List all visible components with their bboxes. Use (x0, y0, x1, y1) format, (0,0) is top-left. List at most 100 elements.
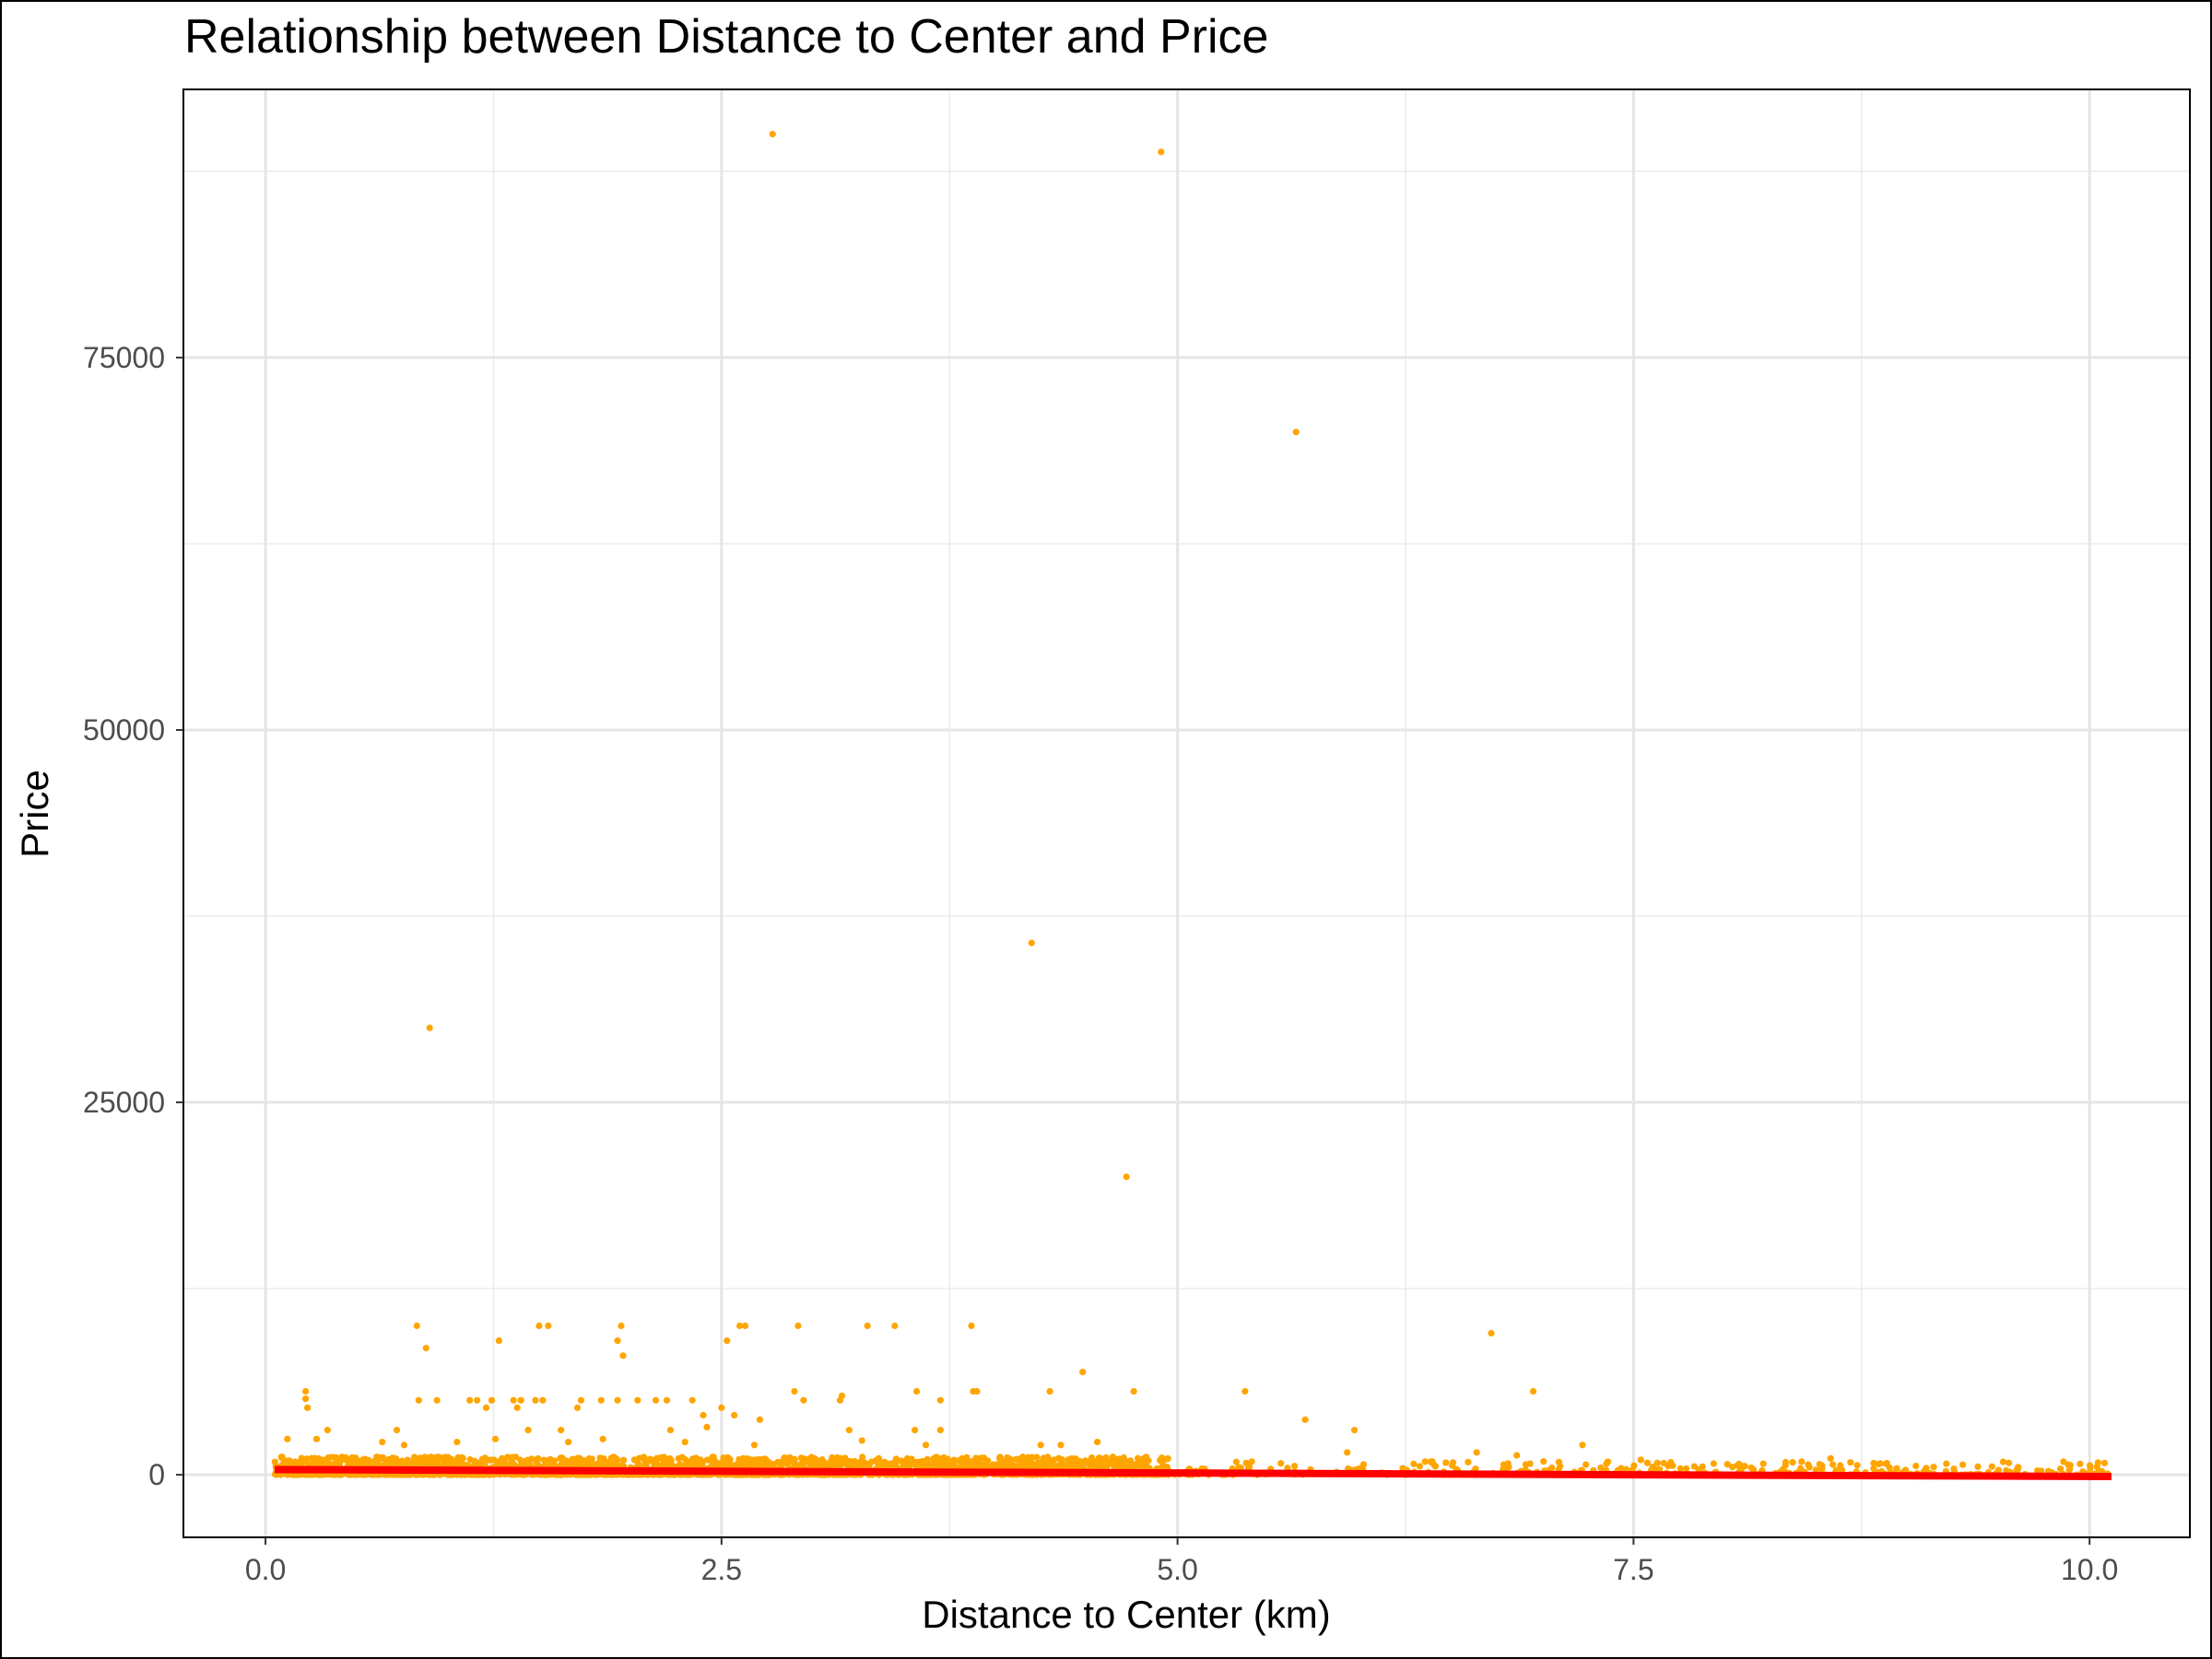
data-point (324, 1427, 331, 1434)
data-point (1690, 1463, 1698, 1470)
data-point (495, 1337, 502, 1345)
data-point (2060, 1458, 2067, 1465)
data-point (841, 1454, 849, 1462)
data-point (1088, 1453, 1096, 1462)
data-point (1449, 1462, 1456, 1469)
data-point (1893, 1465, 1900, 1472)
data-point (654, 1462, 662, 1469)
data-point (488, 1396, 496, 1404)
data-point (681, 1438, 688, 1446)
data-point (393, 1427, 401, 1434)
data-point (720, 1454, 727, 1462)
data-point (415, 1396, 422, 1404)
data-point (535, 1454, 542, 1463)
data-point (1653, 1459, 1661, 1466)
data-point (303, 1455, 311, 1463)
data-point (996, 1453, 1004, 1461)
data-point (741, 1322, 749, 1330)
data-point (318, 1456, 325, 1464)
data-point (724, 1337, 731, 1345)
data-point (379, 1453, 387, 1462)
data-point (1618, 1465, 1625, 1472)
data-point (532, 1396, 539, 1404)
data-point (1057, 1441, 1065, 1449)
plot-panel-border (182, 88, 2191, 1538)
data-point (1013, 1455, 1020, 1463)
data-point (700, 1411, 707, 1419)
data-point (1159, 1455, 1166, 1463)
data-point (837, 1454, 844, 1462)
data-point (956, 1457, 963, 1465)
data-point (311, 1459, 318, 1466)
data-point (653, 1454, 661, 1462)
data-point (1847, 1459, 1854, 1466)
data-point (1242, 1459, 1250, 1466)
major-gridlines (183, 89, 2190, 1537)
data-point (726, 1455, 734, 1464)
data-point (379, 1438, 386, 1446)
data-point (858, 1437, 865, 1444)
data-point (2093, 1463, 2100, 1470)
data-point (1505, 1464, 1512, 1471)
data-point (1043, 1463, 1051, 1470)
data-point (1637, 1456, 1644, 1464)
data-point (968, 1322, 975, 1330)
data-point (1473, 1449, 1480, 1456)
data-point (639, 1454, 646, 1462)
data-point (1930, 1464, 1937, 1471)
data-point (1488, 1329, 1495, 1337)
data-point (666, 1454, 674, 1463)
data-point (1431, 1463, 1440, 1470)
data-point (433, 1396, 441, 1404)
data-point (1057, 1456, 1065, 1464)
data-point (1827, 1454, 1834, 1462)
data-point (936, 1427, 944, 1434)
data-point (1724, 1461, 1731, 1468)
data-point (436, 1453, 444, 1461)
data-point (1805, 1461, 1812, 1468)
y-tick-label: 25000 (83, 1086, 165, 1119)
data-point (853, 1459, 860, 1466)
data-point (1798, 1458, 1806, 1465)
data-point (620, 1456, 628, 1464)
data-point (577, 1396, 585, 1404)
trend-line (274, 1465, 2112, 1481)
data-point (359, 1455, 368, 1464)
data-point (517, 1396, 524, 1404)
x-tick-label: 0.0 (245, 1553, 286, 1586)
data-point (1818, 1465, 1826, 1473)
data-point (1877, 1460, 1884, 1467)
data-point (922, 1458, 929, 1466)
data-point (614, 1396, 621, 1404)
data-point (675, 1454, 682, 1463)
data-point (922, 1441, 930, 1449)
data-point (488, 1456, 495, 1464)
data-point (769, 130, 776, 138)
data-point (980, 1454, 988, 1462)
data-point (688, 1396, 696, 1404)
data-point (666, 1427, 675, 1434)
data-point (373, 1453, 381, 1461)
data-point (1529, 1388, 1537, 1395)
data-point (1555, 1458, 1563, 1465)
data-point (414, 1455, 422, 1463)
data-point (600, 1460, 608, 1467)
data-point (569, 1455, 576, 1463)
data-point (647, 1455, 655, 1464)
data-point (1901, 1466, 1910, 1474)
data-point (1943, 1460, 1950, 1467)
data-point (1912, 1462, 1920, 1470)
data-point (1019, 1454, 1028, 1463)
data-point (1114, 1464, 1122, 1471)
chart-title: Relationship between Distance to Center … (184, 10, 1269, 64)
data-point (736, 1322, 744, 1330)
data-point (303, 1404, 312, 1411)
data-point (1959, 1461, 1967, 1468)
data-point (845, 1427, 853, 1434)
data-point (750, 1441, 759, 1449)
data-point (763, 1458, 771, 1465)
data-point (406, 1460, 415, 1467)
data-point (563, 1457, 571, 1465)
data-point (1643, 1459, 1652, 1466)
